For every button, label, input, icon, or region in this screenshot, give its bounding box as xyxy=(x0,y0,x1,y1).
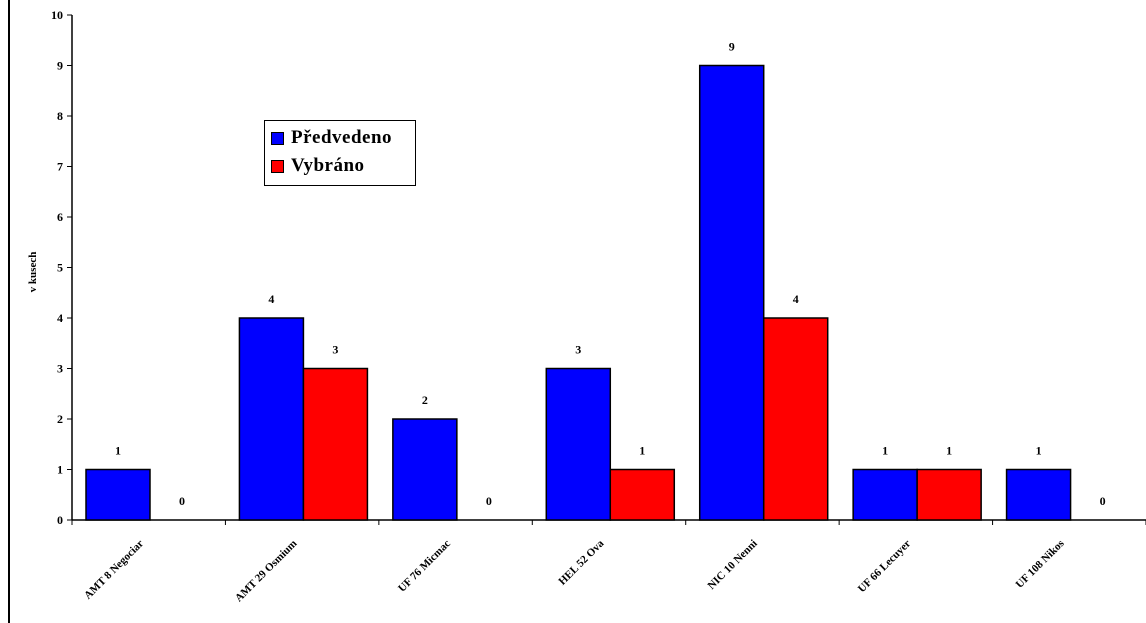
bar-predvedeno xyxy=(698,64,765,521)
x-category-label: AMT 29 Osmium xyxy=(233,538,300,605)
y-tick-label: 5 xyxy=(57,261,63,275)
y-tick-label: 8 xyxy=(57,109,63,123)
data-label: 0 xyxy=(179,494,185,508)
y-tick-label: 3 xyxy=(57,362,63,376)
bar-predvedeno xyxy=(852,468,918,521)
legend-swatch-vybrano xyxy=(271,159,284,173)
bar-vybrano xyxy=(609,468,676,521)
bar-predvedeno xyxy=(85,468,151,521)
x-category-label: UF 66 Lecuyer xyxy=(856,538,914,596)
y-tick-label: 10 xyxy=(51,8,63,22)
y-axis-title: v kusech xyxy=(27,252,39,293)
data-label: 4 xyxy=(793,292,799,306)
data-label: 0 xyxy=(486,494,492,508)
data-label: 4 xyxy=(268,292,274,306)
y-tick-label: 9 xyxy=(57,59,63,73)
legend-item-predvedeno: Předvedeno xyxy=(271,126,392,150)
legend-label-vybrano: Vybráno xyxy=(291,155,365,176)
bar-vybrano xyxy=(762,317,829,521)
data-label: 3 xyxy=(575,343,581,357)
y-tick-label: 4 xyxy=(57,311,63,325)
x-category-label: AMT 8 Negociar xyxy=(82,538,146,602)
data-label: 2 xyxy=(422,393,428,407)
y-tick-label: 7 xyxy=(57,160,63,174)
chart-frame-left xyxy=(8,0,10,623)
y-tick-label: 2 xyxy=(57,412,63,426)
data-label: 1 xyxy=(639,444,645,458)
bar-vybrano xyxy=(302,367,369,521)
x-category-label: NIC 10 Nenni xyxy=(706,538,760,592)
bar-predvedeno xyxy=(545,367,612,521)
data-label: 0 xyxy=(1100,494,1106,508)
x-category-label: HEL 52 Ova xyxy=(556,537,606,587)
bar-predvedeno xyxy=(1005,468,1072,521)
legend-label-predvedeno: Předvedeno xyxy=(291,127,393,148)
legend-item-vybrano: Vybráno xyxy=(271,154,365,178)
data-label: 3 xyxy=(332,343,338,357)
data-label: 1 xyxy=(946,444,952,458)
legend: Předvedeno Vybráno xyxy=(264,120,416,186)
bar-vybrano xyxy=(916,468,982,521)
bar-predvedeno xyxy=(238,317,305,521)
bar-predvedeno xyxy=(392,418,458,521)
data-label: 1 xyxy=(1036,444,1042,458)
y-tick-label: 1 xyxy=(57,463,63,477)
x-category-label: UF 108 Nikos xyxy=(1014,537,1068,591)
x-category-label: UF 76 Micmac xyxy=(396,538,453,595)
data-label: 1 xyxy=(115,444,121,458)
y-tick-label: 6 xyxy=(57,210,63,224)
y-tick-label: 0 xyxy=(57,513,63,527)
data-label: 1 xyxy=(882,444,888,458)
data-label: 9 xyxy=(729,40,735,54)
legend-swatch-predvedeno xyxy=(271,131,284,145)
